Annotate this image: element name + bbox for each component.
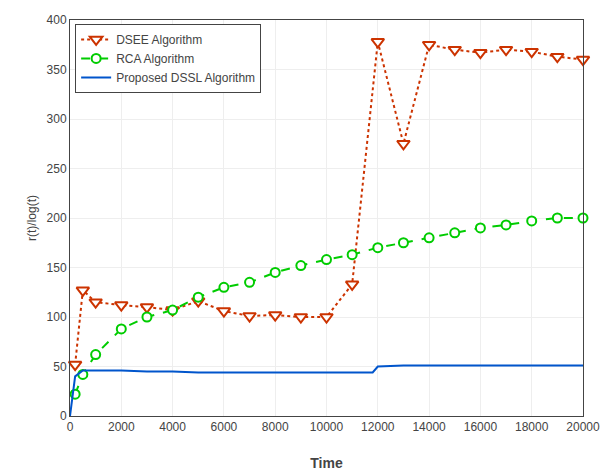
svg-text:DSEE Algorithm: DSEE Algorithm — [116, 33, 202, 47]
svg-text:0: 0 — [67, 420, 74, 434]
svg-text:10000: 10000 — [310, 420, 344, 434]
svg-text:400: 400 — [47, 13, 67, 27]
svg-text:4000: 4000 — [159, 420, 186, 434]
svg-text:r(t)/log(t): r(t)/log(t) — [25, 195, 39, 241]
svg-text:2000: 2000 — [108, 420, 135, 434]
svg-text:350: 350 — [47, 63, 67, 77]
svg-text:300: 300 — [47, 112, 67, 126]
svg-text:8000: 8000 — [262, 420, 289, 434]
svg-text:50: 50 — [53, 360, 67, 374]
svg-text:Time: Time — [310, 455, 343, 471]
svg-text:12000: 12000 — [361, 420, 395, 434]
svg-text:RCA Algorithm: RCA Algorithm — [116, 52, 194, 66]
svg-text:200: 200 — [47, 211, 67, 225]
svg-text:100: 100 — [47, 310, 67, 324]
svg-text:18000: 18000 — [515, 420, 549, 434]
svg-text:150: 150 — [47, 261, 67, 275]
svg-text:Proposed DSSL Algorithm: Proposed DSSL Algorithm — [116, 71, 255, 85]
svg-text:250: 250 — [47, 162, 67, 176]
svg-text:0: 0 — [60, 409, 67, 423]
svg-text:20000: 20000 — [566, 420, 600, 434]
svg-text:6000: 6000 — [211, 420, 238, 434]
svg-text:16000: 16000 — [464, 420, 498, 434]
svg-text:14000: 14000 — [412, 420, 446, 434]
